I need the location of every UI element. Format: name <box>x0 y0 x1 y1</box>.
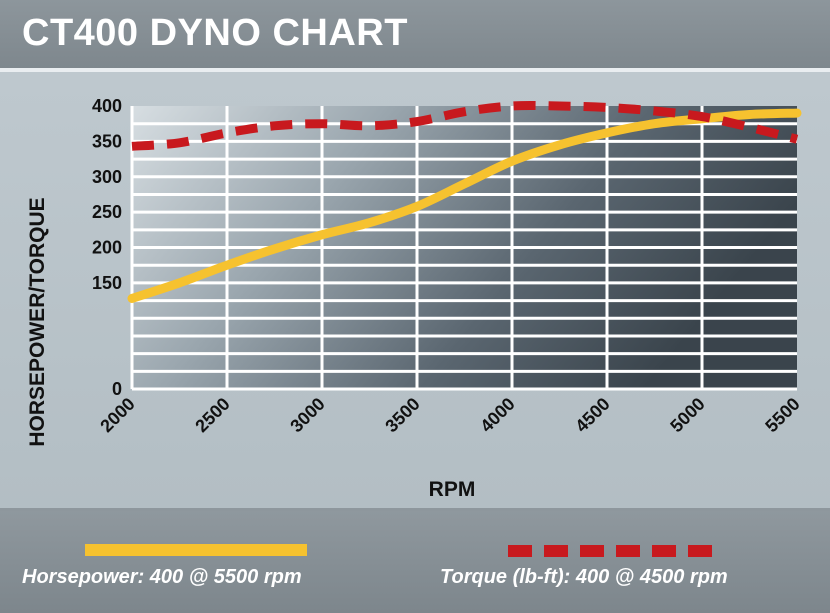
horsepower-legend-label: Horsepower: 400 @ 5500 rpm <box>22 566 302 588</box>
x-tick-label: 5000 <box>666 394 708 436</box>
horsepower-legend-swatch <box>85 544 307 556</box>
legend-panel <box>0 511 830 613</box>
y-tick-label: 0 <box>112 379 122 399</box>
y-tick-label: 300 <box>92 167 122 187</box>
x-axis-label: RPM <box>429 478 476 501</box>
title-divider <box>0 68 830 72</box>
legend-divider <box>0 508 830 511</box>
x-tick-label: 2500 <box>191 394 233 436</box>
y-tick-label: 350 <box>92 131 122 151</box>
x-tick-label: 4500 <box>571 394 613 436</box>
torque-series-line <box>131 101 799 151</box>
y-tick-label: 150 <box>92 273 122 293</box>
y-axis-label: HORSEPOWER/TORQUE <box>26 197 49 446</box>
dyno-chart: 0 150 200 250 300 350 400 2000 2500 3000 3500 4000 4… <box>26 96 804 501</box>
torque-legend-label: Torque (lb-ft): 400 @ 4500 rpm <box>440 566 728 588</box>
chart-title: CT400 DYNO CHART <box>22 12 408 54</box>
x-tick-label: 2000 <box>96 394 138 436</box>
torque-legend-swatch <box>508 545 716 557</box>
y-tick-label: 250 <box>92 202 122 222</box>
title-bar <box>0 0 830 68</box>
horsepower-series-line <box>127 108 802 303</box>
x-tick-label: 5500 <box>761 394 803 436</box>
x-tick-label: 4000 <box>476 394 518 436</box>
y-tick-label: 200 <box>92 238 122 258</box>
x-tick-label: 3500 <box>381 394 423 436</box>
x-tick-label: 3000 <box>286 394 328 436</box>
y-tick-label: 400 <box>92 96 122 116</box>
